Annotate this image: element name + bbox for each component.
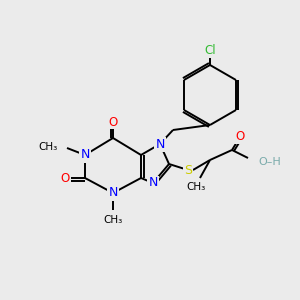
Text: N: N bbox=[155, 137, 165, 151]
Text: CH₃: CH₃ bbox=[186, 182, 206, 192]
Text: CH₃: CH₃ bbox=[39, 142, 58, 152]
Text: N: N bbox=[108, 187, 118, 200]
Text: O: O bbox=[60, 172, 70, 184]
Text: CH₃: CH₃ bbox=[103, 215, 123, 225]
Text: N: N bbox=[148, 176, 158, 190]
Text: S: S bbox=[184, 164, 192, 176]
Text: N: N bbox=[80, 148, 90, 161]
Text: O–H: O–H bbox=[258, 157, 281, 167]
Text: O: O bbox=[236, 130, 244, 143]
Text: Cl: Cl bbox=[204, 44, 216, 58]
Text: O: O bbox=[108, 116, 118, 128]
